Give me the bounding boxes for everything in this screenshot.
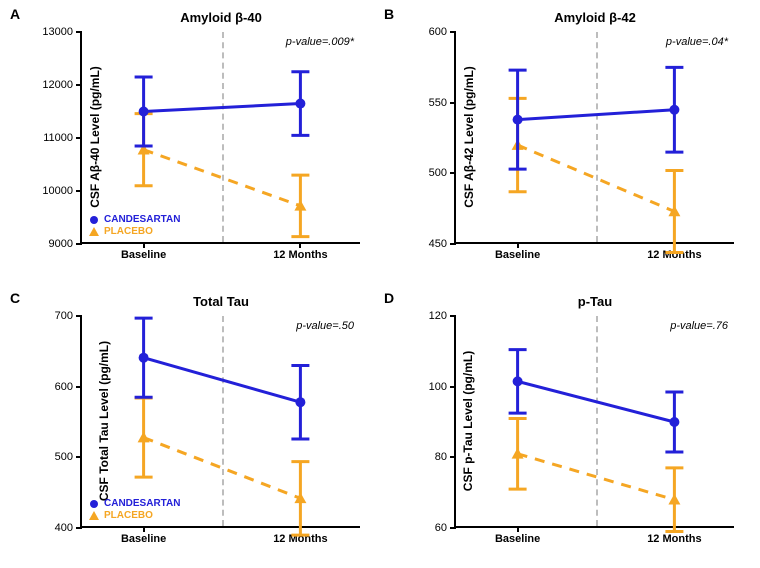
legend: CANDESARTANPLACEBO bbox=[88, 214, 180, 238]
plot-area: Total TauCSF Total Tau Level (pg/mL)p-va… bbox=[80, 316, 360, 528]
y-tick-label: 60 bbox=[435, 522, 447, 534]
y-tick-label: 12000 bbox=[42, 79, 73, 91]
candesartan-marker bbox=[139, 353, 149, 363]
placebo-marker bbox=[138, 432, 150, 443]
plot-area: Amyloid β-42CSF Aβ-42 Level (pg/mL)p-val… bbox=[454, 32, 734, 244]
panel-c: C Total TauCSF Total Tau Level (pg/mL)p-v… bbox=[8, 288, 378, 564]
placebo-line bbox=[518, 454, 675, 500]
y-tick-label: 400 bbox=[55, 522, 73, 534]
y-tick-label: 10000 bbox=[42, 185, 73, 197]
panel-b: B Amyloid β-42CSF Aβ-42 Level (pg/mL)p-va… bbox=[382, 4, 752, 280]
legend-label: PLACEBO bbox=[104, 226, 153, 238]
legend: CANDESARTANPLACEBO bbox=[88, 498, 180, 522]
panel-title: Total Tau bbox=[193, 294, 249, 309]
legend-label: CANDESARTAN bbox=[104, 214, 180, 226]
y-tick-label: 550 bbox=[429, 97, 447, 109]
y-tick-label: 500 bbox=[429, 167, 447, 179]
legend-item: PLACEBO bbox=[88, 226, 180, 238]
panel-title: p-Tau bbox=[578, 294, 612, 309]
y-tick-label: 11000 bbox=[43, 132, 73, 144]
x-tick-label: Baseline bbox=[121, 249, 166, 261]
triangle-icon bbox=[88, 510, 100, 522]
panel-letter: C bbox=[10, 290, 20, 306]
panel-letter: A bbox=[10, 6, 20, 22]
y-tick-label: 600 bbox=[429, 26, 447, 38]
candesartan-marker bbox=[669, 105, 679, 115]
series-svg bbox=[456, 32, 736, 244]
x-tick-label: Baseline bbox=[121, 533, 166, 545]
plot-area: p-TauCSF p-Tau Level (pg/mL)p-value=.766… bbox=[454, 316, 734, 528]
panel-title: Amyloid β-40 bbox=[180, 10, 262, 25]
candesartan-marker bbox=[295, 99, 305, 109]
triangle-icon bbox=[88, 226, 100, 238]
x-tick-label: Baseline bbox=[495, 533, 540, 545]
panel-a: A Amyloid β-40CSF Aβ-40 Level (pg/mL)p-va… bbox=[8, 4, 378, 280]
panel-d: Dp-TauCSF p-Tau Level (pg/mL)p-value=.76… bbox=[382, 288, 752, 564]
plot-area: Amyloid β-40CSF Aβ-40 Level (pg/mL)p-val… bbox=[80, 32, 360, 244]
legend-item: CANDESARTAN bbox=[88, 214, 180, 226]
placebo-marker bbox=[668, 494, 680, 505]
candesartan-line bbox=[518, 110, 675, 120]
candesartan-marker bbox=[513, 115, 523, 125]
y-tick-label: 600 bbox=[55, 381, 73, 393]
figure-container: A Amyloid β-40CSF Aβ-40 Level (pg/mL)p-va… bbox=[0, 0, 760, 568]
y-tick-label: 80 bbox=[435, 451, 447, 463]
placebo-marker bbox=[512, 448, 524, 459]
panel-letter: B bbox=[384, 6, 394, 22]
candesartan-marker bbox=[139, 107, 149, 117]
y-tick-label: 120 bbox=[429, 310, 447, 322]
placebo-line bbox=[144, 150, 301, 206]
y-tick-label: 700 bbox=[55, 310, 73, 322]
panel-letter: D bbox=[384, 290, 394, 306]
candesartan-marker bbox=[669, 417, 679, 427]
placebo-line bbox=[518, 145, 675, 211]
circle-icon bbox=[88, 214, 100, 226]
candesartan-line bbox=[144, 104, 301, 112]
legend-item: CANDESARTAN bbox=[88, 498, 180, 510]
y-tick-label: 13000 bbox=[42, 26, 73, 38]
series-svg bbox=[456, 316, 736, 528]
candesartan-marker bbox=[513, 376, 523, 386]
y-tick-label: 500 bbox=[55, 451, 73, 463]
x-tick-label: 12 Months bbox=[647, 533, 701, 545]
legend-label: PLACEBO bbox=[104, 510, 153, 522]
x-tick-label: Baseline bbox=[495, 249, 540, 261]
y-tick-label: 9000 bbox=[49, 238, 73, 250]
series-svg bbox=[82, 32, 362, 244]
candesartan-marker bbox=[295, 397, 305, 407]
series-svg bbox=[82, 316, 362, 528]
legend-item: PLACEBO bbox=[88, 510, 180, 522]
circle-icon bbox=[88, 498, 100, 510]
y-tick-label: 450 bbox=[429, 238, 447, 250]
placebo-line bbox=[144, 438, 301, 499]
candesartan-line bbox=[518, 381, 675, 422]
panel-title: Amyloid β-42 bbox=[554, 10, 636, 25]
legend-label: CANDESARTAN bbox=[104, 498, 180, 510]
x-tick-label: 12 Months bbox=[273, 249, 327, 261]
y-tick-label: 100 bbox=[429, 381, 447, 393]
candesartan-line bbox=[144, 358, 301, 403]
